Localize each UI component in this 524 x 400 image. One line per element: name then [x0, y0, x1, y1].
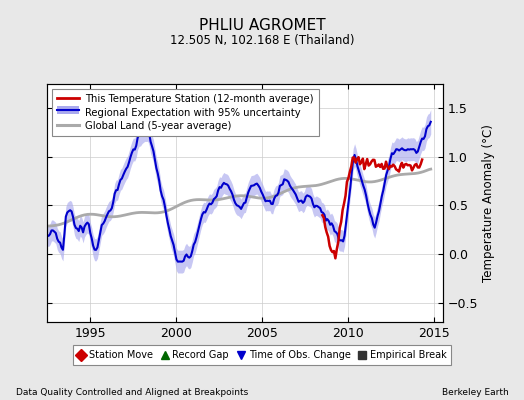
- Text: PHLIU AGROMET: PHLIU AGROMET: [199, 18, 325, 33]
- Text: Berkeley Earth: Berkeley Earth: [442, 388, 508, 397]
- Legend: Station Move, Record Gap, Time of Obs. Change, Empirical Break: Station Move, Record Gap, Time of Obs. C…: [72, 345, 452, 365]
- Legend: This Temperature Station (12-month average), Regional Expectation with 95% uncer: This Temperature Station (12-month avera…: [52, 89, 319, 136]
- Y-axis label: Temperature Anomaly (°C): Temperature Anomaly (°C): [482, 124, 495, 282]
- Text: 12.505 N, 102.168 E (Thailand): 12.505 N, 102.168 E (Thailand): [170, 34, 354, 47]
- Text: Data Quality Controlled and Aligned at Breakpoints: Data Quality Controlled and Aligned at B…: [16, 388, 248, 397]
